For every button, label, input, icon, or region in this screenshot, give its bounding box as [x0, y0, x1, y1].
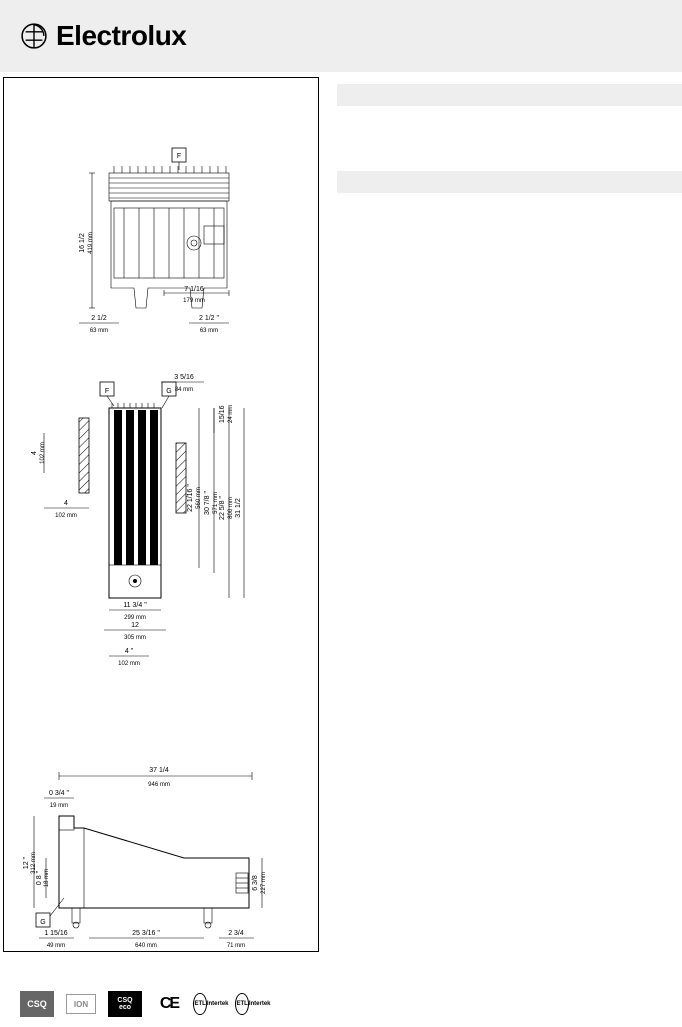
svg-text:22 5/8 ": 22 5/8 "	[219, 496, 226, 520]
svg-text:F: F	[177, 153, 181, 160]
ion-mark: ION	[66, 994, 96, 1014]
drawing-side: 37 1/4 946 mm 0 3/4 " 19 mm	[23, 767, 267, 949]
etl-text: ETL	[236, 1001, 247, 1007]
svg-text:299 mm: 299 mm	[124, 615, 146, 621]
csq-mark: CSQ	[20, 991, 54, 1017]
csq-eco-mark: CSQ eco	[108, 991, 142, 1017]
svg-text:2 1/2: 2 1/2	[91, 315, 107, 322]
svg-text:22 1/16 ": 22 1/16 "	[187, 484, 194, 512]
intertek-label-2: Intertek	[249, 1001, 271, 1007]
svg-text:419 mm: 419 mm	[88, 232, 94, 254]
svg-text:19 mm: 19 mm	[50, 803, 68, 809]
svg-text:84 mm: 84 mm	[175, 387, 193, 393]
etl-circle-icon: ETL	[235, 993, 248, 1015]
svg-text:4 ": 4 "	[125, 648, 134, 655]
etl-mark-2: ETL Intertek	[238, 991, 268, 1017]
svg-text:3 5/16: 3 5/16	[174, 374, 194, 381]
right-bar-2	[337, 171, 682, 193]
svg-text:946 mm: 946 mm	[148, 782, 170, 788]
svg-text:25 3/16 ": 25 3/16 "	[132, 930, 160, 937]
svg-text:63 mm: 63 mm	[90, 328, 108, 334]
svg-text:49 mm: 49 mm	[47, 943, 65, 949]
svg-text:18 mm: 18 mm	[44, 869, 50, 887]
svg-text:12: 12	[131, 622, 139, 629]
svg-text:4: 4	[31, 451, 38, 455]
csq-eco-top: CSQ	[117, 997, 132, 1004]
svg-text:G: G	[166, 388, 171, 395]
svg-text:7 1/16: 7 1/16	[184, 286, 204, 293]
brand-logo: Electrolux	[20, 20, 186, 52]
svg-text:2 1/2 ": 2 1/2 "	[199, 315, 220, 322]
certifications: CSQ ION CSQ eco CE ETL Intertek ETL Inte…	[20, 991, 268, 1017]
brand-name: Electrolux	[56, 20, 186, 52]
svg-text:11 3/4 ": 11 3/4 "	[123, 602, 147, 609]
svg-text:6 3/8: 6 3/8	[252, 875, 259, 891]
svg-text:102 mm: 102 mm	[40, 442, 46, 464]
etl-circle-icon: ETL	[193, 993, 206, 1015]
right-column	[319, 72, 682, 967]
drawing-front: F 16 1/2 419 mm 7 1/16 179 mm 2 1/2 63 m…	[79, 148, 229, 334]
svg-text:0 3/4 ": 0 3/4 "	[49, 790, 70, 797]
etl-mark-1: ETL Intertek	[196, 991, 226, 1017]
svg-text:800 mm: 800 mm	[228, 497, 234, 519]
ce-mark: CE	[154, 991, 184, 1017]
csq-eco-bot: eco	[119, 1004, 131, 1011]
technical-drawings: F 16 1/2 419 mm 7 1/16 179 mm 2 1/2 63 m…	[4, 78, 319, 952]
drawing-top: F G 4 102 mm 4 102 mm 3 5/16 84 mm	[31, 374, 244, 667]
electrolux-mark-icon	[20, 22, 48, 50]
svg-text:1 15/16: 1 15/16	[44, 930, 67, 937]
right-bar-1	[337, 84, 682, 106]
svg-text:102 mm: 102 mm	[55, 513, 77, 519]
svg-text:179 mm: 179 mm	[183, 298, 205, 304]
svg-text:312 mm: 312 mm	[31, 852, 37, 874]
svg-text:30 7/8 ": 30 7/8 "	[204, 491, 211, 515]
svg-text:305 mm: 305 mm	[124, 635, 146, 641]
svg-text:63 mm: 63 mm	[200, 328, 218, 334]
svg-text:2 3/4: 2 3/4	[228, 930, 244, 937]
body-layout: F 16 1/2 419 mm 7 1/16 179 mm 2 1/2 63 m…	[0, 72, 682, 967]
svg-text:71 mm: 71 mm	[227, 943, 245, 949]
svg-text:15/16: 15/16	[219, 405, 226, 423]
svg-text:31 1/2: 31 1/2	[235, 498, 242, 518]
header: Electrolux	[0, 0, 682, 72]
svg-text:102 mm: 102 mm	[118, 661, 140, 667]
svg-text:0 8 ": 0 8 "	[36, 870, 43, 885]
svg-text:37 1/4: 37 1/4	[149, 767, 169, 774]
svg-text:16 1/2: 16 1/2	[79, 233, 86, 253]
intertek-label-1: Intertek	[207, 1001, 229, 1007]
svg-text:12 ": 12 "	[23, 856, 30, 869]
svg-text:G: G	[40, 919, 45, 926]
svg-text:560 mm: 560 mm	[196, 487, 202, 509]
svg-text:227 mm: 227 mm	[261, 872, 267, 894]
svg-text:4: 4	[64, 500, 68, 507]
svg-text:640 mm: 640 mm	[135, 943, 157, 949]
etl-text: ETL	[194, 1001, 205, 1007]
drawing-panel: F 16 1/2 419 mm 7 1/16 179 mm 2 1/2 63 m…	[3, 77, 319, 952]
svg-text:F: F	[105, 388, 109, 395]
